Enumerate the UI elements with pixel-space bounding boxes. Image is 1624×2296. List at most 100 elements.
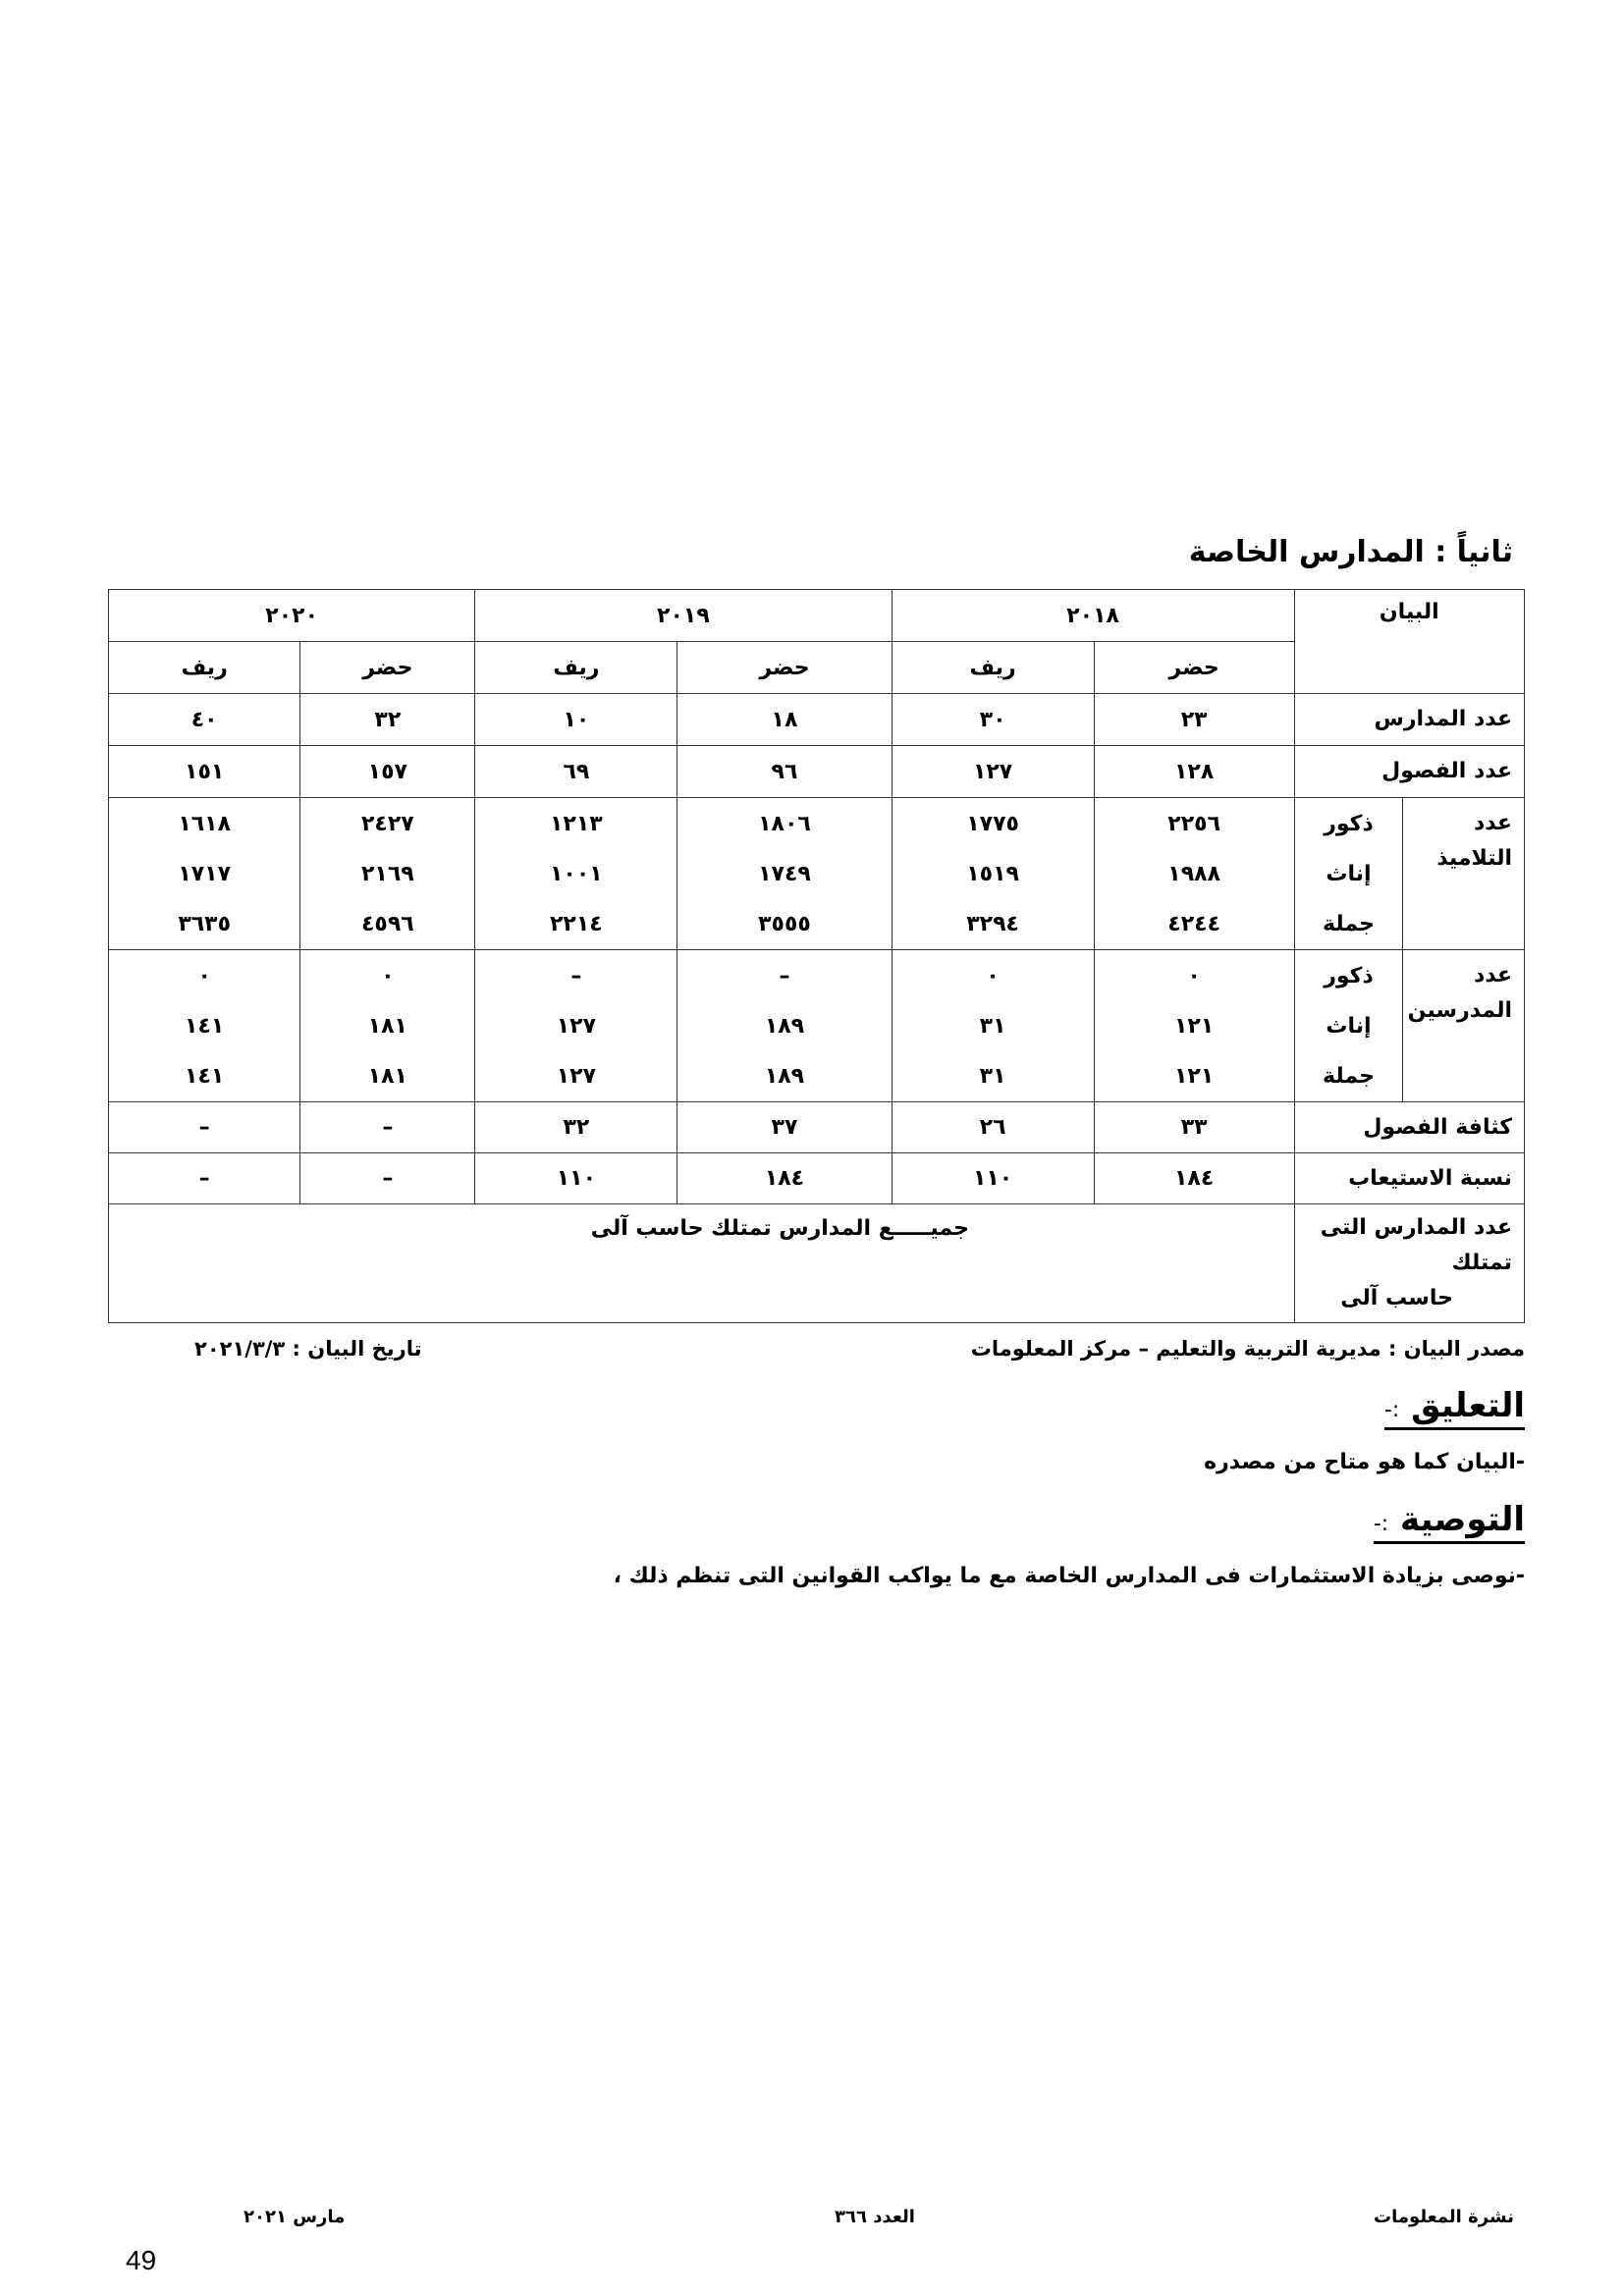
gender-label: ذكور [1324,963,1374,988]
gender-label: جملة [1323,1063,1375,1089]
row-label: نسبة الاستيعاب [1293,1152,1526,1204]
cell-value: ٢١٦٩ [360,861,414,886]
table-cell: ١٨٤ [677,1152,893,1204]
cell-value: ٤٢٤٤ [1167,911,1220,936]
table-row: نسبة الاستيعاب ١٨٤ ١١٠ ١٨٤ ١١٠– – [107,1152,1526,1204]
table-cell: ٠ ١٢١ ١٢١ [1093,949,1295,1102]
sub-header: ريف [474,641,678,694]
cell-value: ١٦١٨ [178,811,232,836]
sub-header: حضر [1093,641,1295,694]
cell-value: ٣٢٩٤ [966,911,1019,936]
data-source: مصدر البيان : مديرية التربية والتعليم – … [970,1337,1525,1361]
row-label-line: عدد المدارس التى تمتلك [1320,1215,1512,1275]
table-cell: ١٨٤ [1093,1152,1295,1204]
row-label: عدد التلاميذ [1402,797,1525,950]
table-row-group: عدد المدرسين ذكور إناث جملة ٠ ١٢١ ١٢١ ٠ ٣١ ٣١ – ١٨٩… [107,949,1525,1102]
cell-value: ٠ [381,963,395,988]
year-header: ٢٠١٨ [891,589,1295,642]
table-cell: ١٧٧٥ ١٥١٩ ٣٢٩٤ [891,797,1095,950]
cell-value: ١٧٤٩ [758,861,811,886]
table-cell: ٢٦ [891,1101,1095,1153]
comment-heading: التعليق :- [1383,1386,1525,1430]
cell-value: ١٢٧ [556,1063,597,1089]
gender-label: إناث [1326,861,1372,886]
gender-label: ذكور [1324,811,1374,836]
row-label: عدد المدارس التى تمتلك حاسب آلى [1293,1203,1526,1323]
table-cell: ٣٢ [299,693,476,746]
recommendation-heading-suffix: :- [1373,1512,1389,1536]
year-header: ٢٠١٩ [474,589,893,642]
table-cell: ١١٠ [474,1152,678,1204]
cell-value: ١٨١ [367,1013,407,1039]
cell-value: ١٢٧ [556,1013,597,1039]
row-label: كثافة الفصول [1293,1101,1526,1153]
comment-heading-suffix: :- [1383,1398,1400,1422]
sub-header: ريف [891,641,1095,694]
computer-value: جميـــــع المدارس تمتلك حاسب آلى [108,1203,1295,1323]
header-corner: البيان [1293,589,1526,694]
cell-value: ١٧١٧ [178,861,232,886]
table-cell: – [299,1101,476,1153]
table-cell: – ١٢٧ ١٢٧ [474,949,678,1102]
table-cell: ٢٣ [1093,693,1295,746]
cell-value: – [570,963,582,988]
footer-issue: العدد ٣٦٦ [835,2207,915,2227]
cell-value: ١٨٩ [764,1063,805,1089]
cell-value: ٠ [986,963,1000,988]
cell-value: ١٢١ [1174,1013,1215,1039]
footer-publication: نشرة المعلومات [1374,2207,1514,2227]
private-schools-table: البيان ٢٠١٨ ٢٠١٩ ٢٠٢٠ حضر ريف حضر ريف حضر ريف… [107,589,1526,1323]
cell-value: ١٠٠١ [550,861,603,886]
cell-value: ١٢١٣ [550,811,603,836]
year-header: ٢٠٢٠ [107,589,476,642]
row-label: عدد الفصول [1293,745,1526,798]
gender-labels: ذكور إناث جملة [1293,797,1404,950]
table-cell: – [107,1101,301,1153]
cell-value: ٢٢٥٦ [1167,811,1220,836]
cell-value: ٢٤٢٧ [360,811,414,836]
table-cell: ١١٠ [891,1152,1095,1204]
table-cell: ٣٣ [1093,1101,1295,1153]
cell-value: ١٢١ [1174,1063,1215,1089]
table-row: عدد المدارس التى تمتلك حاسب آلى جميـــــع … [108,1203,1526,1323]
content-flow: البيان ٢٠١٨ ٢٠١٩ ٢٠٢٠ حضر ريف حضر ريف حضر ريف… [107,589,1526,1588]
sub-header: حضر [677,641,893,694]
comment-heading-text: التعليق [1411,1386,1525,1425]
cell-value: – [779,963,790,988]
table-row: كثافة الفصول ٣٣ ٢٦ ٣٧ ٣٢– – [107,1101,1526,1153]
source-date-row: مصدر البيان : مديرية التربية والتعليم – … [108,1337,1525,1361]
table-cell: ١٢١٣ ١٠٠١ ٢٢١٤ [474,797,678,950]
recommendation-heading: التوصية :- [1373,1500,1525,1544]
footer-date: مارس ٢٠٢١ [244,2207,346,2227]
table-cell: – [299,1152,476,1204]
gender-label: جملة [1323,911,1375,936]
recommendation-text: -نوصى بزيادة الاستثمارات فى المدارس الخا… [613,1564,1525,1588]
table-cell: ٣٠ [891,693,1095,746]
table-cell: ١٠ [474,693,678,746]
table-cell: ٣٧ [677,1101,893,1153]
sub-header: ريف [107,641,301,694]
page-number: 49 [126,2245,157,2275]
table-cell: ٦٩ [474,745,678,798]
table-cell: ٠ ١٤١ ١٤١ [107,949,301,1102]
section-title: ثانياً : المدارس الخاصة [1188,535,1513,569]
table-cell: ٩٦ [677,745,893,798]
cell-value: ١٨٠٦ [758,811,811,836]
row-label: عدد المدرسين [1402,949,1525,1102]
computer-value-text: جميـــــع المدارس تمتلك حاسب آلى [590,1216,969,1241]
cell-value: ٤٥٩٦ [360,911,414,936]
cell-value: ١٧٧٥ [966,811,1019,836]
cell-value: ٢٢١٤ [550,911,603,936]
cell-value: ٣١ [979,1013,1006,1039]
cell-value: ١٩٨٨ [1167,861,1220,886]
table-cell: ٢٢٥٦ ١٩٨٨ ٤٢٤٤ [1093,797,1295,950]
table-cell: ٣٢ [474,1101,678,1153]
table-cell: – ١٨٩ ١٨٩ [677,949,893,1102]
cell-value: ٠ [197,963,211,988]
table-cell: ٠ ٣١ ٣١ [891,949,1095,1102]
data-date: تاريخ البيان : ٢٠٢١/٣/٣ [194,1337,422,1361]
table-cell: ١٨٠٦ ١٧٤٩ ٣٥٥٥ [677,797,893,950]
recommendation-heading-text: التوصية [1400,1500,1525,1539]
table-cell: ٠ ١٨١ ١٨١ [299,949,476,1102]
table-cell: ١٦١٨ ١٧١٧ ٣٦٣٥ [107,797,301,950]
